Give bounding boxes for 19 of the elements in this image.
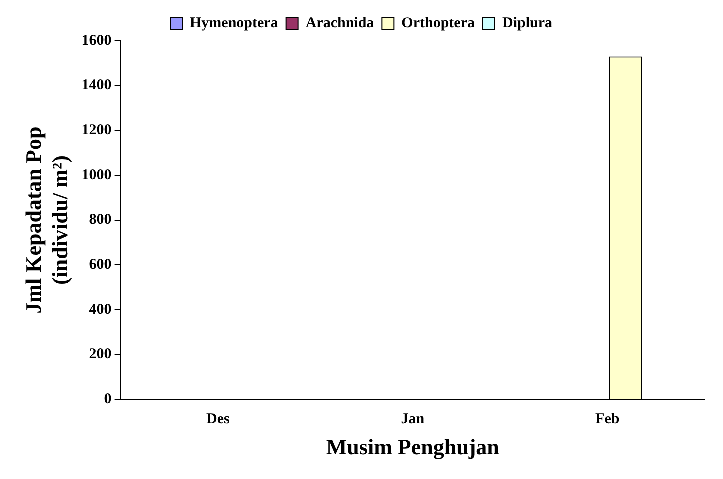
y-tick-label: 1400: [82, 78, 112, 94]
x-axis-title: Musim Penghujan: [326, 434, 500, 460]
y-tick-label: 800: [89, 212, 112, 228]
x-tick-label: Des: [206, 411, 230, 428]
y-tick-label: 1200: [82, 122, 112, 139]
legend-label: Diplura: [502, 15, 553, 32]
x-tick-label: Jan: [401, 411, 426, 428]
y-tick-label: 400: [89, 302, 112, 318]
text: Jml Kepadatan Pop: [20, 126, 46, 314]
y-tick-label: 0: [104, 391, 112, 408]
legend-label: Orthoptera: [402, 15, 476, 32]
y-tick-label: 1000: [82, 167, 112, 184]
legend-label: Arachnida: [306, 15, 375, 32]
x-tick-label: Feb: [596, 411, 620, 428]
legend-label: Hymenoptera: [190, 15, 279, 32]
text: (individu/ m²): [47, 156, 72, 286]
y-tick-label: 200: [89, 346, 112, 363]
y-tick-label: 1600: [82, 32, 112, 49]
y-tick-label: 600: [89, 257, 112, 273]
